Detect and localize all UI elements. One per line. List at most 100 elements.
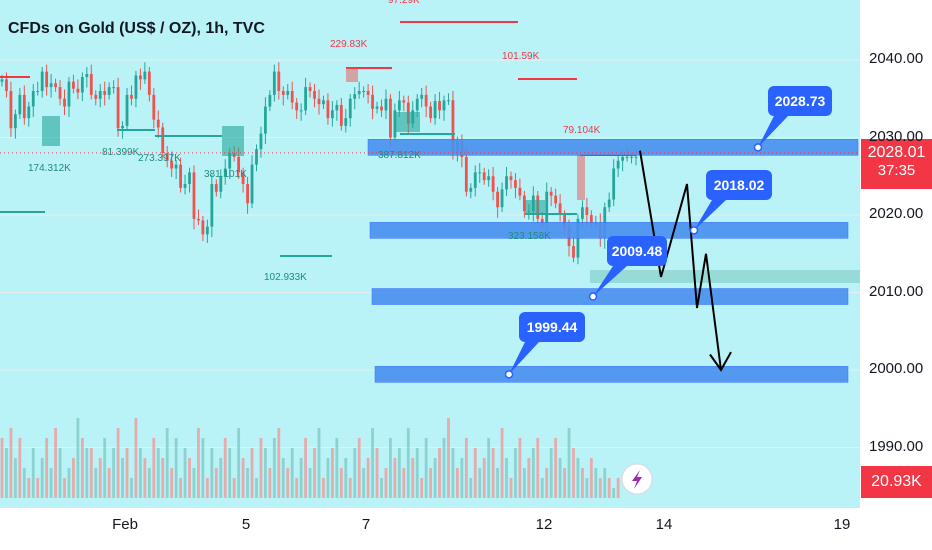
volume-bar [415, 448, 419, 498]
volume-bar [246, 468, 249, 498]
volume-bar [147, 468, 151, 498]
lightning-icon[interactable] [632, 470, 642, 489]
volume-bar [384, 468, 388, 498]
candle-body [634, 156, 638, 158]
candle-body [487, 176, 491, 181]
volume-bar [406, 428, 410, 498]
volume-bar [442, 438, 446, 498]
volume-bar [107, 468, 111, 498]
volume-bar [402, 468, 406, 498]
volume-bar [27, 478, 31, 498]
price-tick-label: 2020.00 [869, 205, 924, 222]
price-tick-label: 2030.00 [869, 127, 924, 145]
volume-bar [554, 438, 558, 498]
volume-bar [429, 468, 433, 498]
candle-body [380, 106, 383, 111]
volume-bar [130, 478, 133, 498]
candle-body [549, 191, 553, 196]
price-tick-label: 2000.00 [869, 360, 924, 377]
volume-bar [603, 468, 607, 498]
candle-body [348, 98, 352, 119]
volume-bar [197, 428, 200, 498]
volume-bar [63, 478, 66, 498]
volume-bar [255, 478, 258, 498]
volume-bar [411, 458, 415, 498]
candle-body [76, 88, 80, 93]
candle-body [277, 71, 281, 91]
time-tick-label: Feb [112, 516, 138, 533]
volume-bar [98, 458, 102, 498]
callout-pointer [509, 342, 539, 375]
volume-bar [527, 458, 531, 498]
time-tick-label: 14 [655, 516, 673, 533]
candle-body [625, 156, 629, 158]
candle-body [384, 98, 388, 111]
volume-bar [375, 448, 379, 498]
volume-bar [272, 438, 276, 498]
volume-bar [424, 438, 428, 498]
volume-bar [183, 448, 187, 498]
pivot-label-low: 323.158K [508, 231, 551, 242]
bar-countdown: 37:35 [877, 161, 916, 179]
candle-body [420, 94, 424, 99]
candle-body [80, 77, 84, 93]
candle-body [259, 133, 263, 150]
callout-leaders [504, 116, 788, 379]
callout-pointer [694, 200, 726, 231]
candle-body [18, 94, 22, 115]
volume-bar [322, 478, 325, 498]
volume-bar [286, 468, 290, 498]
volume-bar [121, 458, 124, 498]
volume-bar [134, 418, 138, 498]
volume-bar [313, 448, 316, 498]
volume-bar [380, 478, 383, 498]
volume-bar [299, 458, 303, 498]
price-tick-label: 1990.00 [869, 437, 924, 455]
candle-body [179, 164, 182, 188]
candle-body [246, 184, 249, 204]
volume-bar [473, 448, 477, 498]
candle-body [415, 98, 419, 111]
volume-bar [156, 448, 160, 498]
candle-body [299, 110, 303, 112]
candle-body [161, 127, 165, 153]
volume-bar [616, 478, 620, 498]
volume-bar [563, 468, 566, 498]
volume-bar [451, 448, 455, 498]
candle-body [40, 71, 44, 91]
candle-body [103, 91, 107, 95]
volume-bar [536, 438, 540, 498]
candle-body [375, 106, 379, 109]
last-price-tag: 2028.01 37:35 [861, 138, 932, 189]
candle-body [607, 199, 611, 208]
volume-bar [219, 458, 223, 498]
volume-bar [116, 428, 120, 498]
candle-body [616, 160, 620, 169]
candle-body [268, 94, 272, 107]
candle-body [290, 91, 294, 103]
candle-body [469, 187, 473, 192]
candle-body [147, 71, 151, 95]
candle-body [339, 104, 343, 126]
candle-body [554, 195, 558, 204]
volume-bar [353, 448, 357, 498]
candle-body [496, 191, 499, 208]
volume-bar [223, 438, 227, 498]
candle-body [228, 153, 232, 169]
volume-bar [558, 458, 562, 498]
candle-body [134, 75, 138, 99]
volume-bar [505, 458, 508, 498]
volume-bar [545, 468, 549, 498]
candle-body [13, 114, 17, 129]
callout-anchor [504, 370, 514, 379]
candle-body [36, 91, 40, 92]
candle-body [585, 207, 589, 215]
volume-bar [174, 438, 178, 498]
candle-body [313, 91, 316, 99]
order-block [346, 68, 358, 82]
candle-body [5, 79, 8, 91]
candle-body [371, 94, 374, 109]
volume-bar [460, 458, 464, 498]
candle-body [27, 106, 31, 119]
